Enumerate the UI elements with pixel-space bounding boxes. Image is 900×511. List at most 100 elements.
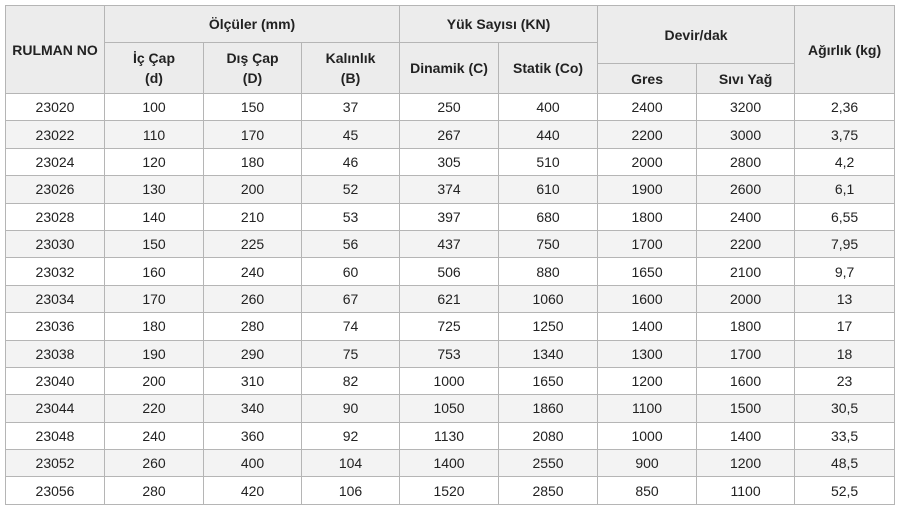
- table-cell: 1130: [399, 421, 500, 451]
- table-cell: 1860: [498, 394, 599, 423]
- table-cell: 170: [104, 284, 204, 314]
- table-cell: 100: [104, 92, 204, 122]
- table-cell: 92: [300, 421, 401, 451]
- table-cell: 120: [104, 147, 204, 177]
- table-cell: 200: [203, 175, 302, 204]
- table-cell: 200: [104, 366, 204, 396]
- table-cell: 67: [300, 284, 401, 314]
- table-cell: 3000: [696, 120, 796, 149]
- table-cell: 140: [104, 202, 204, 231]
- table-cell: 18: [794, 339, 896, 368]
- table-cell: 2400: [696, 202, 796, 231]
- table-cell: 1700: [696, 339, 796, 368]
- table-cell: 1250: [498, 312, 599, 341]
- table-cell: 1400: [399, 449, 500, 478]
- header-cell: Sıvı Yağ: [696, 63, 796, 94]
- table-cell: 45: [300, 120, 401, 149]
- table-cell: 850: [597, 476, 698, 505]
- table-cell: 6,55: [794, 202, 896, 231]
- table-cell: 60: [300, 257, 401, 286]
- table-cell: 6,1: [794, 175, 896, 204]
- table-cell: 150: [203, 92, 302, 122]
- header-cell: Gres: [597, 63, 698, 94]
- table-cell: 2550: [498, 449, 599, 478]
- table-cell: 180: [104, 312, 204, 341]
- table-cell: 56: [300, 229, 401, 259]
- table-row: 23032 160 240 60 506 880 1650 2100 9,7: [5, 257, 896, 286]
- table-row: 23024 120 180 46 305 510 2000 2800 4,2: [5, 147, 896, 177]
- table-cell: 130: [104, 175, 204, 204]
- table-cell: 750: [498, 229, 599, 259]
- table-cell: 1520: [399, 476, 500, 505]
- table-cell: 1400: [696, 421, 796, 451]
- header-cell: Dış Çap (D): [203, 42, 302, 94]
- table-cell: 2080: [498, 421, 599, 451]
- table-cell: 1700: [597, 229, 698, 259]
- table-cell: 160: [104, 257, 204, 286]
- table-cell: 2100: [696, 257, 796, 286]
- table-cell: 220: [104, 394, 204, 423]
- table-cell: 23036: [5, 312, 105, 341]
- table-row: 23036 180 280 74 725 1250 1400 1800 17: [5, 312, 896, 341]
- table-row: 23044 220 340 90 1050 1860 1100 1500 30,5: [5, 394, 896, 423]
- table-row: 23030 150 225 56 437 750 1700 2200 7,95: [5, 229, 896, 259]
- table-cell: 260: [104, 449, 204, 478]
- table-cell: 621: [399, 284, 500, 314]
- table-row: 23034 170 260 67 621 1060 1600 2000 13: [5, 284, 896, 314]
- table-cell: 2000: [597, 147, 698, 177]
- table-cell: 23024: [5, 147, 105, 177]
- table-cell: 23052: [5, 449, 105, 478]
- table-cell: 17: [794, 312, 896, 341]
- table-cell: 37: [300, 92, 401, 122]
- table-cell: 190: [104, 339, 204, 368]
- header-group: Yük Sayısı (KN): [399, 5, 599, 43]
- table-row: 23022 110 170 45 267 440 2200 3000 3,75: [5, 120, 896, 149]
- table-cell: 240: [104, 421, 204, 451]
- header-cell: Ağırlık (kg): [794, 5, 896, 94]
- table-cell: 1300: [597, 339, 698, 368]
- table-cell: 23028: [5, 202, 105, 231]
- table-cell: 23040: [5, 366, 105, 396]
- table-cell: 1000: [399, 366, 500, 396]
- table-row: 23020 100 150 37 250 400 2400 3200 2,36: [5, 92, 896, 122]
- table-cell: 104: [300, 449, 401, 478]
- table-cell: 753: [399, 339, 500, 368]
- table-row: 23026 130 200 52 374 610 1900 2600 6,1: [5, 175, 896, 204]
- table-cell: 90: [300, 394, 401, 423]
- table-cell: 437: [399, 229, 500, 259]
- table-row: 23048 240 360 92 1130 2080 1000 1400 33,5: [5, 421, 896, 451]
- table-cell: 23020: [5, 92, 105, 122]
- table-cell: 110: [104, 120, 204, 149]
- table-cell: 4,2: [794, 147, 896, 177]
- table-cell: 510: [498, 147, 599, 177]
- table-cell: 1600: [696, 366, 796, 396]
- table-cell: 310: [203, 366, 302, 396]
- table-cell: 23032: [5, 257, 105, 286]
- header-text: Kalınlık (B): [325, 50, 376, 86]
- table-cell: 2,36: [794, 92, 896, 122]
- table-cell: 9,7: [794, 257, 896, 286]
- table-cell: 2400: [597, 92, 698, 122]
- header-cell: İç Çap (d): [104, 42, 204, 94]
- table-row: 23052 260 400 104 1400 2550 900 1200 48,5: [5, 449, 896, 478]
- table-cell: 75: [300, 339, 401, 368]
- table-cell: 23030: [5, 229, 105, 259]
- table-cell: 170: [203, 120, 302, 149]
- table-cell: 1800: [597, 202, 698, 231]
- table-cell: 280: [104, 476, 204, 505]
- table-cell: 506: [399, 257, 500, 286]
- table-cell: 53: [300, 202, 401, 231]
- table-cell: 1400: [597, 312, 698, 341]
- table-cell: 340: [203, 394, 302, 423]
- table-cell: 30,5: [794, 394, 896, 423]
- table-cell: 290: [203, 339, 302, 368]
- table-cell: 23038: [5, 339, 105, 368]
- table-cell: 1500: [696, 394, 796, 423]
- table-cell: 46: [300, 147, 401, 177]
- table-cell: 225: [203, 229, 302, 259]
- table-cell: 52,5: [794, 476, 896, 505]
- table-cell: 2600: [696, 175, 796, 204]
- table-cell: 2850: [498, 476, 599, 505]
- table-cell: 150: [104, 229, 204, 259]
- header-text: Dış Çap (D): [226, 50, 279, 86]
